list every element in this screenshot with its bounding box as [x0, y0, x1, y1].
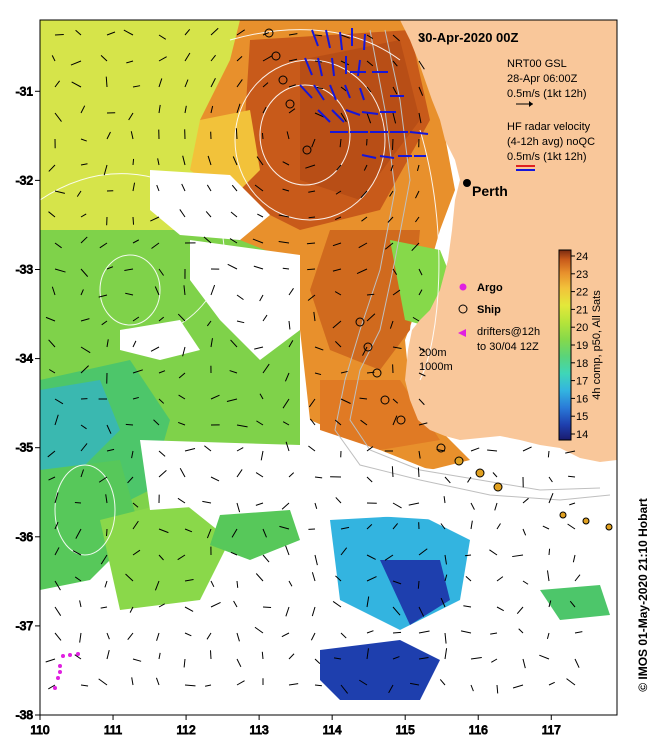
lon-tick-label: 115: [396, 723, 415, 737]
colorbar-tick-label: 21: [576, 304, 588, 316]
flow-vector: [549, 549, 550, 555]
colorbar-tick-label: 18: [576, 358, 588, 370]
flow-vector: [367, 294, 374, 295]
flow-vector: [210, 650, 211, 659]
colorbar-tick-label: 17: [576, 376, 588, 388]
colorbar-tick-label: 15: [576, 411, 588, 423]
flow-vector: [55, 34, 64, 35]
flow-vector: [262, 133, 263, 139]
drifter-label-line1: drifters@12h: [477, 326, 540, 338]
perth-marker: [463, 179, 471, 187]
lat-tick-label: -33: [16, 262, 34, 276]
credit-text: © IMOS 01-May-2020 21:10 Hobart: [636, 498, 650, 692]
isobath-label-200m: 200m: [419, 347, 447, 359]
perth-label: Perth: [472, 183, 508, 199]
map-title: 30-Apr-2020 00Z: [418, 30, 518, 45]
nrt-legend-line3: 0.5m/s (1kt 12h): [507, 88, 586, 100]
colorbar-tick-label: 20: [576, 322, 588, 334]
lon-tick-label: 110: [30, 723, 49, 737]
lon-tick-label: 113: [250, 723, 269, 737]
isobath-label-1000m: 1000m: [419, 361, 453, 373]
lat-tick-label: -34: [16, 352, 34, 366]
lat-tick-label: -36: [16, 530, 34, 544]
colorbar-tick-label: 14: [576, 429, 588, 441]
flow-vector: [236, 128, 237, 139]
colorbar-tick-label: 22: [576, 287, 588, 299]
hf-legend-line3: 0.5m/s (1kt 12h): [507, 151, 586, 163]
flow-vector: [126, 424, 133, 425]
flow-vector: [133, 159, 134, 165]
lon-tick-label: 117: [542, 723, 561, 737]
nrt-legend-line1: NRT00 GSL: [507, 58, 567, 70]
colorbar-tick-label: 16: [576, 393, 588, 405]
hf-legend-line1: HF radar velocity: [507, 121, 591, 133]
colorbar-tick-label: 24: [576, 251, 588, 263]
flow-vector: [548, 451, 549, 457]
hf-vector: [364, 34, 365, 50]
flow-vector: [315, 35, 322, 36]
lat-tick-label: -31: [16, 84, 34, 98]
flow-vector: [307, 269, 315, 270]
lon-tick-label: 112: [177, 723, 196, 737]
lat-tick-label: -37: [16, 619, 34, 633]
flow-vector: [392, 466, 393, 477]
flow-vector: [133, 217, 134, 225]
hf-legend: HF radar velocity (4-12h avg) noQC 0.5m/…: [507, 121, 595, 170]
argo-symbol: [460, 284, 467, 291]
colorbar-tick-label: 23: [576, 269, 588, 281]
argo-label: Argo: [477, 282, 503, 294]
flow-vector: [75, 502, 81, 503]
lat-tick-label: -35: [16, 441, 34, 455]
flow-vector: [262, 652, 263, 659]
lon-tick-label: 116: [469, 723, 488, 737]
lat-tick-label: -38: [16, 708, 34, 722]
ship-label: Ship: [477, 304, 501, 316]
nrt-legend-line2: 28-Apr 06:00Z: [507, 73, 578, 85]
lon-tick-label: 114: [323, 723, 342, 737]
hf-legend-line2: (4-12h avg) noQC: [507, 136, 595, 148]
drifter-label-line2: to 30/04 12Z: [477, 341, 539, 353]
colorbar-scale: [559, 250, 571, 440]
colorbar-label: 4h comp, p50, All Sats: [591, 290, 603, 400]
flow-vector: [418, 467, 419, 477]
lat-tick-label: -32: [16, 173, 34, 187]
colorbar-tick-label: 19: [576, 340, 588, 352]
flow-vector: [393, 632, 401, 633]
lon-tick-label: 111: [104, 723, 123, 737]
flow-vector: [418, 581, 419, 589]
